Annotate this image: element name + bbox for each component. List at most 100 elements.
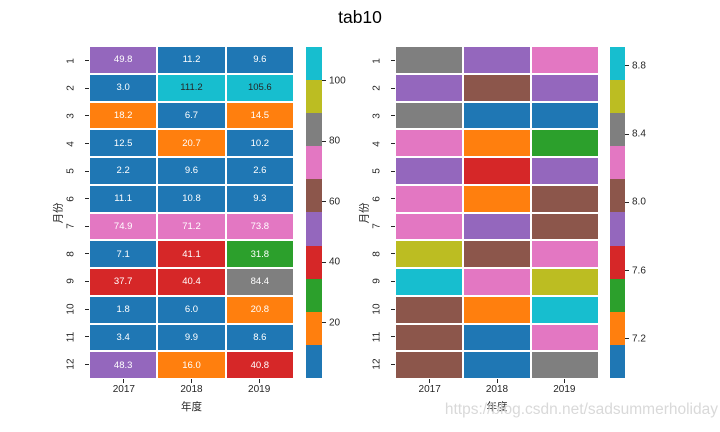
y-tick-label: 4: [371, 140, 383, 147]
y-tick-mark: [85, 170, 89, 172]
colorbar-left: [306, 47, 322, 378]
y-tick-mark: [391, 87, 395, 89]
y-tick-label: 1: [65, 58, 77, 64]
x-tick-mark: [258, 379, 260, 383]
y-tick-label: 6: [65, 195, 77, 202]
heatmap-cell: 48.3: [90, 352, 157, 378]
y-tick-mark: [391, 60, 395, 62]
heatmap-cell: 6.0: [158, 296, 225, 323]
heatmap-cell: 37.7: [90, 269, 157, 295]
heatmap-cell: 40.8: [226, 352, 293, 378]
xlabel-left: 年度: [181, 401, 202, 413]
colorbar-tick-mark: [625, 201, 629, 203]
heatmap-cell: [464, 269, 530, 295]
y-tick-label: 3: [65, 113, 77, 119]
y-tick-mark: [391, 336, 395, 338]
colorbar-tick-mark: [322, 261, 326, 263]
ylabel-right: 月份: [358, 202, 371, 223]
y-tick-label: 12: [371, 358, 383, 370]
colorbar-band: [610, 344, 625, 378]
x-tick-label: 2017: [112, 384, 135, 395]
heatmap-cell: 9.9: [158, 324, 225, 351]
heatmap-cell: [532, 269, 598, 295]
heatmap-cell: 111.2: [158, 74, 225, 101]
heatmap-cell: 49.8: [90, 47, 157, 73]
heatmap-cell: [532, 241, 598, 267]
colorbar-band: [306, 278, 322, 312]
heatmap-cell: [396, 296, 462, 323]
heatmap-cell: [396, 269, 462, 295]
heatmap-cell: [464, 324, 530, 351]
x-tick-label: 2019: [248, 384, 271, 395]
heatmap-cell: [396, 158, 462, 184]
x-tick-label: 2019: [553, 384, 576, 395]
colorbar-tick-mark: [322, 322, 326, 324]
heatmap-cell: [396, 74, 462, 101]
colorbar-band: [306, 212, 322, 246]
colorbar-tick-mark: [625, 65, 629, 67]
heatmap-cell: 71.2: [158, 213, 225, 240]
heatmap-cell: [396, 185, 462, 212]
colorbar-tick-label: 8.0: [632, 196, 646, 208]
heatmap-cell: [464, 185, 530, 212]
heatmap-cell: 7.1: [90, 241, 157, 267]
colorbar-band: [306, 179, 322, 213]
y-tick-label: 2: [65, 85, 77, 92]
heatmap-cell: [532, 185, 598, 212]
heatmap-cell: 11.1: [90, 185, 157, 212]
xlabel-right: 年度: [486, 401, 508, 413]
heatmap-cell: 31.8: [226, 241, 293, 267]
ylabel-left: 月份: [52, 202, 65, 223]
heatmap-cell: 9.6: [226, 47, 293, 73]
heatmap-cell: [396, 324, 462, 351]
y-tick-mark: [85, 336, 89, 338]
heatmap-cell: [396, 47, 462, 73]
colorbar-tick-mark: [625, 133, 629, 135]
heatmap-cell: [464, 74, 530, 101]
colorbar-tick-label: 20: [329, 317, 341, 329]
heatmap-cell: 40.4: [158, 269, 225, 295]
y-tick-label: 11: [65, 331, 77, 342]
heatmap-cell: [464, 352, 530, 378]
heatmap-cell: [464, 102, 530, 129]
heatmap-cell: [532, 74, 598, 101]
y-tick-label: 1: [371, 58, 383, 64]
y-tick-mark: [85, 115, 89, 117]
heatmap-cell: [396, 130, 462, 156]
y-tick-mark: [85, 87, 89, 89]
x-tick-mark: [563, 379, 565, 383]
colorbar-band: [610, 212, 625, 246]
colorbar-tick-label: 8.8: [632, 60, 646, 72]
heatmap-cell: [396, 241, 462, 267]
y-tick-label: 6: [371, 195, 383, 202]
heatmap-cell: 1.8: [90, 296, 157, 323]
y-tick-mark: [391, 363, 395, 365]
heatmap-cell: 20.8: [226, 296, 293, 323]
heatmap-cell: [532, 213, 598, 240]
colorbar-band: [306, 113, 322, 147]
y-tick-mark: [85, 143, 89, 145]
heatmap-cell: 84.4: [226, 269, 293, 295]
heatmap-cell: [532, 102, 598, 129]
colorbar-tick-mark: [322, 201, 326, 203]
heatmap-cell: [464, 130, 530, 156]
colorbar-band: [610, 113, 625, 147]
colorbar-band: [306, 146, 322, 180]
heatmap-cell: [532, 352, 598, 378]
colorbar-tick-mark: [322, 140, 326, 142]
y-tick-label: 2: [371, 85, 383, 92]
heatmap-cell: 6.7: [158, 102, 225, 129]
heatmap-cell: [532, 47, 598, 73]
colorbar-tick-label: 80: [329, 135, 341, 147]
x-tick-label: 2018: [485, 384, 509, 395]
y-tick-label: 9: [371, 278, 383, 285]
chart-title: tab10: [338, 7, 382, 27]
heatmap-cell: 18.2: [90, 102, 157, 129]
y-tick-mark: [85, 308, 89, 310]
y-tick-mark: [85, 280, 89, 282]
x-tick-mark: [191, 379, 192, 383]
colorbar-tick-label: 40: [329, 256, 341, 268]
colorbar-band: [306, 80, 322, 114]
heatmap-left: 49.8 11.2 9.6 3.0 111.2 105.6 18.2 6.7 14.5 12.5 2…: [90, 47, 293, 378]
